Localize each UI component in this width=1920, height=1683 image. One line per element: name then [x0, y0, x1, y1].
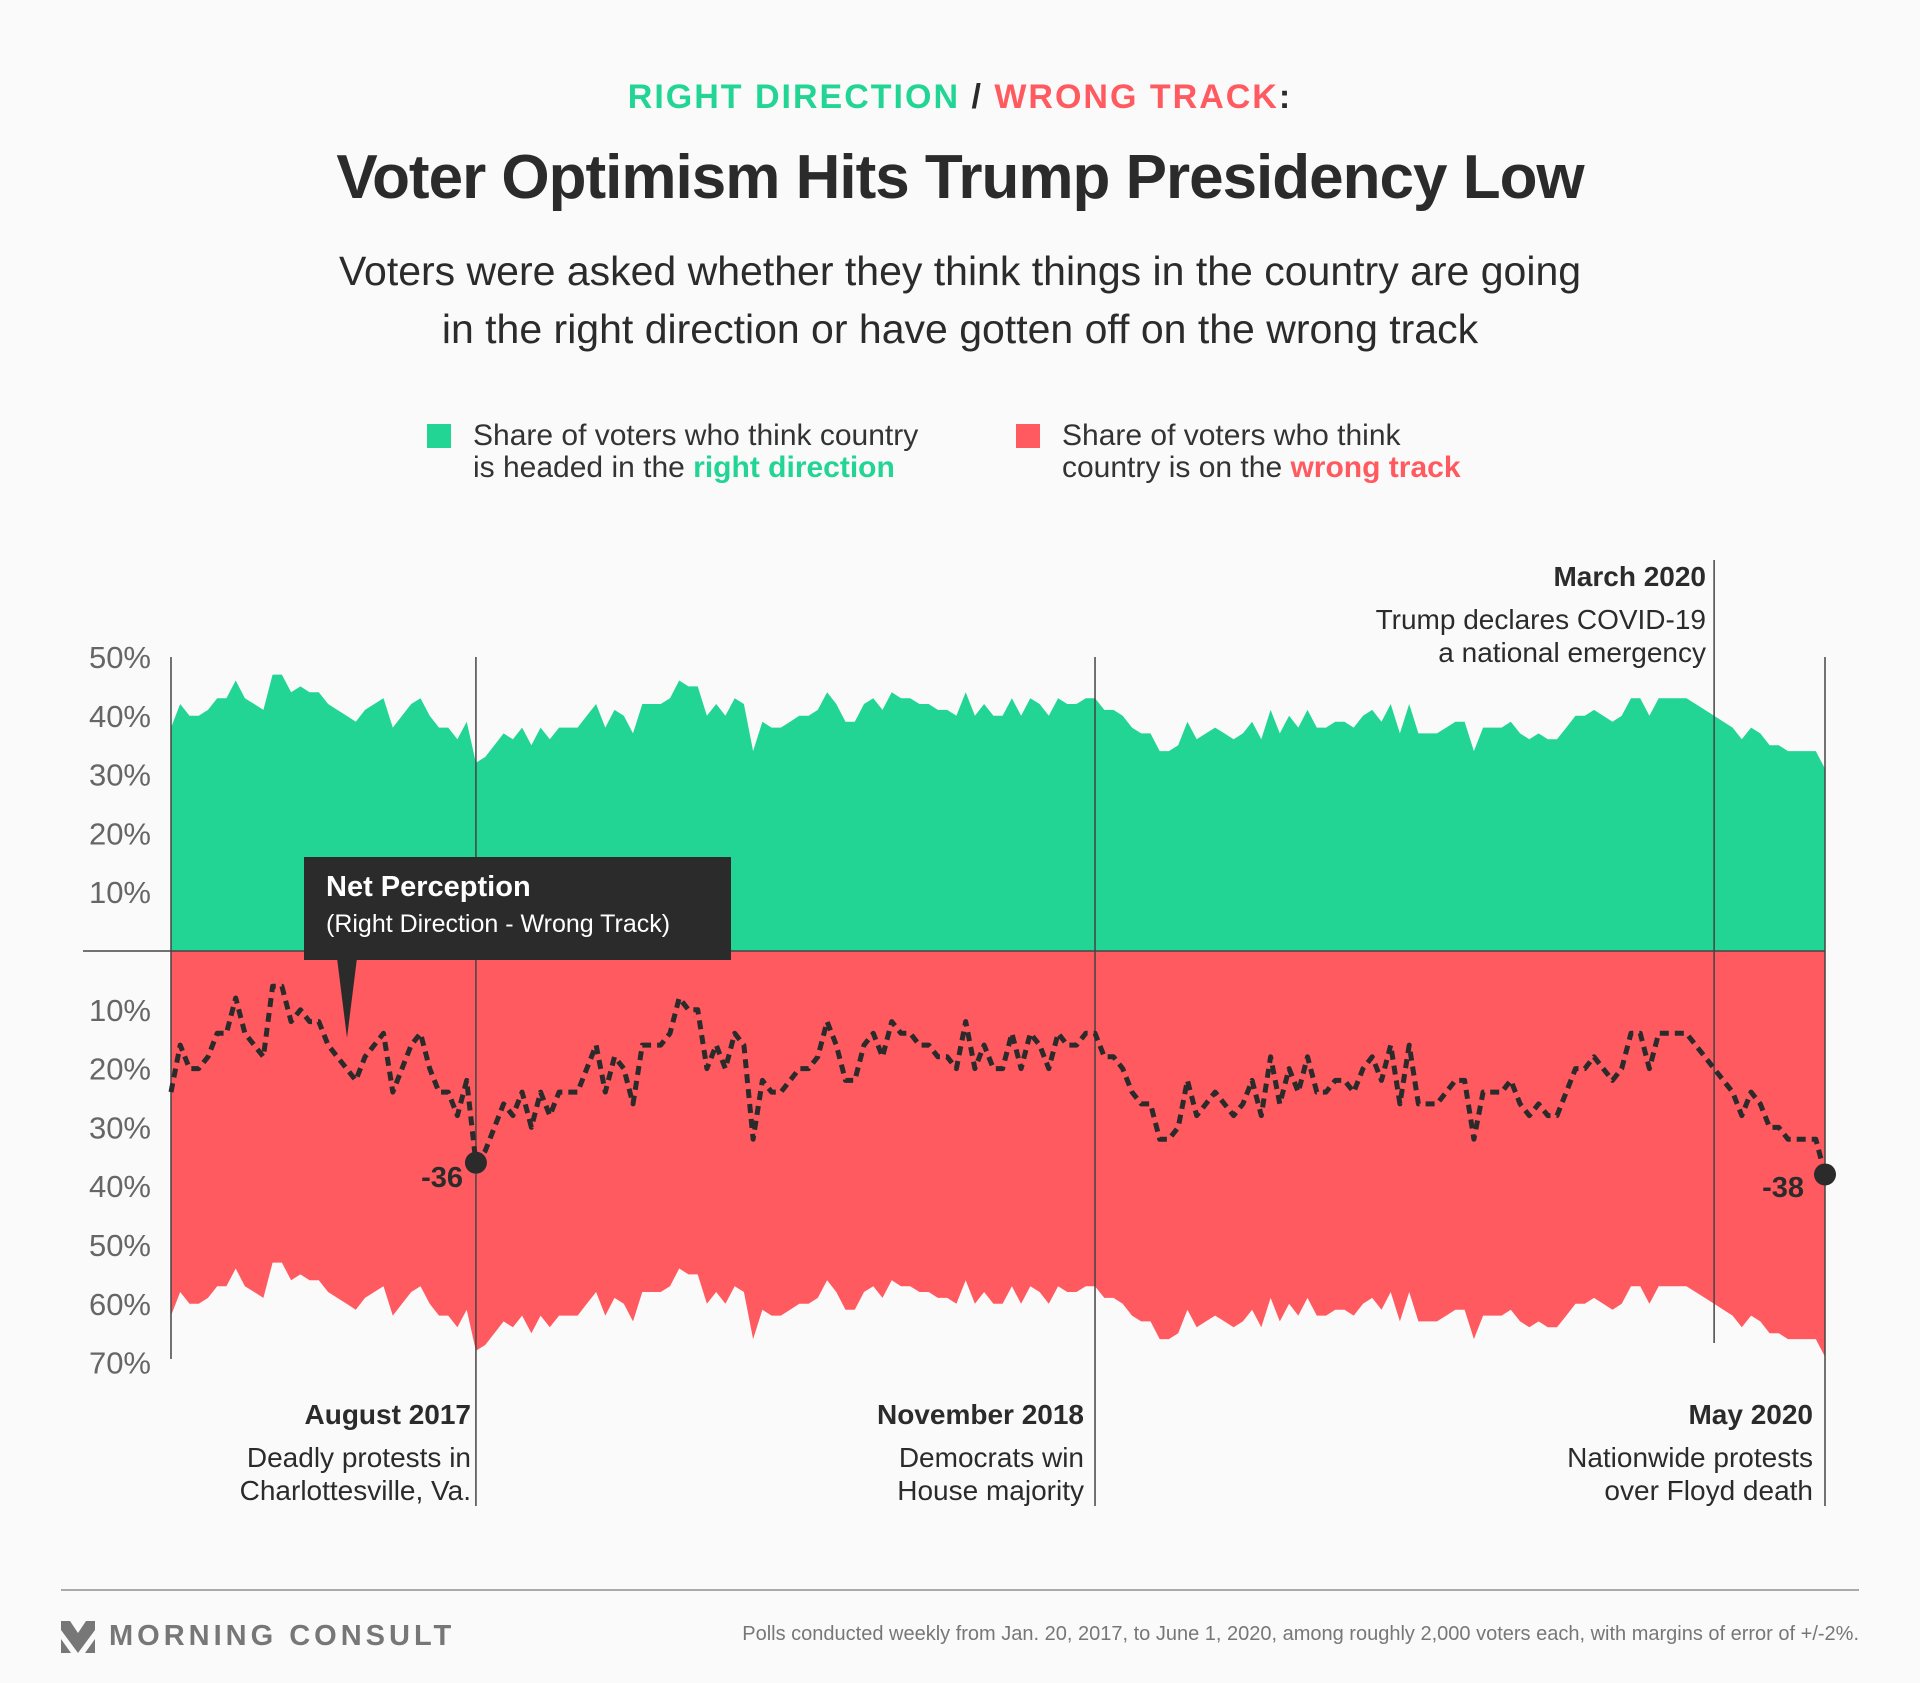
event-desc: House majority — [897, 1475, 1084, 1506]
legend-swatch-green — [427, 424, 451, 448]
y-tick-label: 70% — [89, 1346, 151, 1381]
y-tick-label: 40% — [89, 699, 151, 734]
event-title: March 2020 — [1553, 561, 1706, 592]
y-tick-label: 10% — [89, 993, 151, 1028]
net-perception-callout: Net Perception (Right Direction - Wrong … — [304, 857, 731, 960]
net-point-dot — [1814, 1163, 1836, 1186]
event-desc: Democrats win — [898, 1442, 1084, 1473]
y-tick-label: 50% — [89, 1228, 151, 1263]
event-title: May 2020 — [1688, 1399, 1813, 1430]
chart-kicker: RIGHT DIRECTION / WRONG TRACK: — [0, 78, 1920, 117]
y-tick-label: 50% — [89, 640, 151, 675]
legend-prefix: country is on the — [1062, 451, 1291, 484]
y-tick-label: 30% — [89, 1110, 151, 1145]
brand-name: MORNING CONSULT — [109, 1620, 456, 1652]
y-tick-label: 40% — [89, 1169, 151, 1204]
callout-pointer — [337, 958, 357, 1038]
subtitle-line-2: in the right direction or have gotten of… — [441, 306, 1479, 352]
event-label-november-2018: November 2018 Democrats win House majori… — [877, 1398, 1084, 1507]
legend-line: country is on the wrong track — [1062, 452, 1461, 484]
net-label-latest: -38 — [1762, 1172, 1804, 1204]
kicker-colon: : — [1278, 78, 1293, 116]
subtitle-line-1: Voters were asked whether they think thi… — [338, 248, 1582, 294]
net-label-min-2017: -36 — [421, 1162, 463, 1194]
legend-text: Share of voters who think country is on … — [1062, 420, 1461, 484]
net-perception-line — [168, 983, 1828, 1176]
legend-line: Share of voters who think — [1062, 419, 1401, 452]
event-label-may-2020: May 2020 Nationwide protests over Floyd … — [1567, 1398, 1813, 1507]
event-desc: a national emergency — [1438, 637, 1706, 668]
event-desc: Nationwide protests — [1567, 1442, 1813, 1473]
legend-emphasis: right direction — [693, 451, 895, 484]
event-desc: over Floyd death — [1604, 1475, 1813, 1506]
footer-divider — [61, 1589, 1859, 1591]
legend-item-right-direction: Share of voters who think country is hea… — [427, 420, 918, 484]
y-tick-label: 10% — [89, 875, 151, 910]
event-title: August 2017 — [304, 1399, 472, 1430]
event-label-august-2017: August 2017 Deadly protests in Charlotte… — [240, 1398, 471, 1507]
legend-emphasis: wrong track — [1290, 451, 1461, 484]
wrong-track-area — [171, 951, 1825, 1357]
event-desc: Trump declares COVID-19 — [1375, 604, 1706, 635]
kicker-wrong-track: WRONG TRACK — [994, 78, 1279, 116]
legend-item-wrong-track: Share of voters who think country is on … — [1016, 420, 1461, 484]
legend-swatch-red — [1016, 424, 1040, 448]
chart-title: Voter Optimism Hits Trump Presidency Low — [336, 143, 1584, 212]
y-tick-label: 30% — [89, 758, 151, 793]
callout-title: Net Perception — [326, 871, 531, 903]
morning-consult-logo-icon — [61, 1620, 95, 1653]
event-desc: Deadly protests in — [246, 1442, 471, 1473]
legend-text: Share of voters who think country is hea… — [473, 420, 918, 484]
kicker-separator: / — [960, 78, 995, 116]
callout-subtitle: (Right Direction - Wrong Track) — [326, 910, 671, 938]
event-label-march-2020: March 2020 Trump declares COVID-19 a nat… — [1376, 560, 1706, 669]
legend-line: is headed in the right direction — [473, 452, 918, 484]
net-point-dot — [464, 1151, 487, 1174]
legend-line: Share of voters who think country — [473, 419, 919, 452]
brand-logo: MORNING CONSULT — [61, 1620, 455, 1653]
legend-prefix: is headed in the — [473, 451, 694, 484]
y-tick-label: 20% — [89, 816, 151, 851]
y-tick-label: 20% — [89, 1052, 151, 1087]
chart-subtitle: Voters were asked whether they think thi… — [0, 242, 1920, 358]
y-tick-label: 60% — [89, 1287, 151, 1322]
event-title: November 2018 — [876, 1399, 1084, 1430]
event-desc: Charlottesville, Va. — [239, 1475, 471, 1506]
kicker-right-direction: RIGHT DIRECTION — [627, 78, 960, 116]
footnote: Polls conducted weekly from Jan. 20, 201… — [742, 1623, 1859, 1645]
